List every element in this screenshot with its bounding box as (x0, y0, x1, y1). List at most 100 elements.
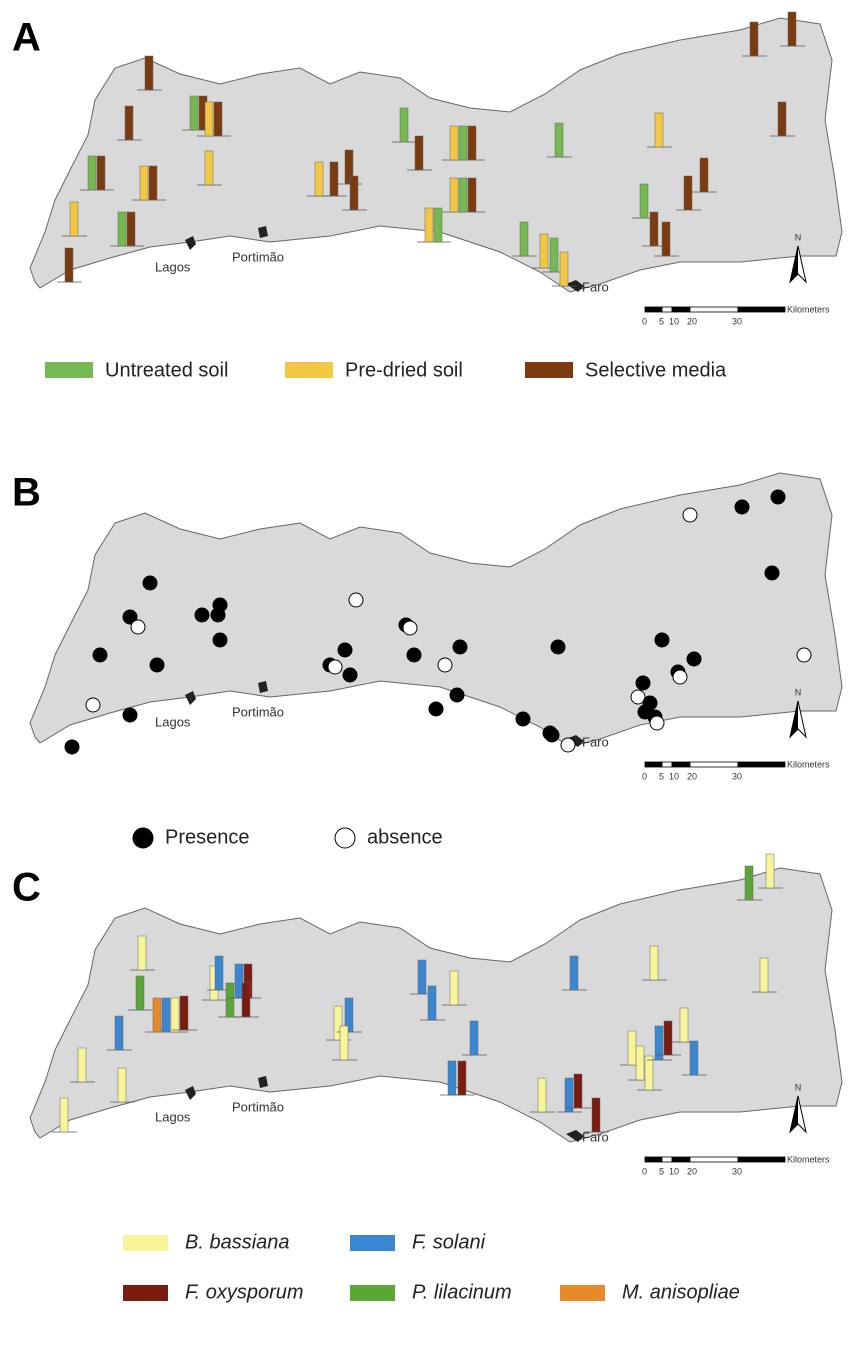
panel-label: A (12, 16, 41, 60)
site-bar (765, 853, 775, 889)
site-bar (573, 1073, 583, 1109)
site-bar (644, 1055, 654, 1091)
place-name: Faro (582, 1129, 609, 1144)
site-bar (96, 155, 106, 191)
map-panel: B Lagos Portimão Faro 0 5 10 20 30 Kilometers N Pre… (12, 471, 843, 849)
north-arrow-fill (790, 246, 798, 282)
place-name: Portimão (232, 704, 284, 719)
site-bar (417, 959, 427, 995)
place-name: Faro (582, 734, 609, 749)
site-bar (654, 1025, 664, 1061)
site-bar (433, 207, 443, 243)
scale-unit: Kilometers (787, 759, 830, 769)
site-bar (139, 165, 149, 201)
legend-swatch (560, 1285, 605, 1301)
legend-label: P. lilacinum (412, 1281, 512, 1303)
site-bar (87, 155, 97, 191)
site-bar (114, 1015, 124, 1051)
place-name: Lagos (155, 259, 191, 274)
site-bar (59, 1097, 69, 1133)
presence-dot (92, 647, 108, 663)
legend-swatch (45, 362, 93, 378)
map-panel: A Lagos Portimão Faro 0 5 10 20 30 Kilometers N Unt… (12, 11, 843, 381)
scale-segment (737, 761, 786, 768)
presence-dot (764, 565, 780, 581)
site-bar (64, 247, 74, 283)
absence-dot (682, 507, 698, 523)
scale-segment (671, 306, 691, 313)
absence-dot (630, 689, 646, 705)
legend-swatch (350, 1285, 395, 1301)
site-bar (204, 101, 214, 137)
site-bar (189, 95, 199, 131)
scale-segment (689, 761, 739, 768)
scale-tick: 30 (732, 771, 742, 781)
site-bar (135, 975, 145, 1011)
site-bar (225, 982, 235, 1018)
site-bar (349, 175, 359, 211)
scale-tick: 5 (659, 1166, 664, 1176)
legend-label: Pre-dried soil (345, 359, 463, 381)
presence-dot (635, 675, 651, 691)
place-name: Lagos (155, 714, 191, 729)
scale-unit: Kilometers (787, 1154, 830, 1164)
site-bar (204, 150, 214, 186)
site-bar (787, 11, 797, 47)
presence-dot (550, 639, 566, 655)
presence-dot (449, 687, 465, 703)
site-bar (427, 985, 437, 1021)
legend-swatch (123, 1235, 168, 1251)
site-bar (399, 107, 409, 143)
absence-dot (649, 715, 665, 731)
north-label: N (795, 687, 802, 697)
legend-label: M. anisopliae (622, 1281, 740, 1303)
site-bar (469, 1020, 479, 1056)
presence-dot (406, 647, 422, 663)
legend-label: Untreated soil (105, 359, 228, 381)
presence-dot (770, 489, 786, 505)
presence-dot (149, 657, 165, 673)
scale-tick: 20 (687, 1166, 697, 1176)
site-bar (170, 997, 180, 1033)
presence-dot (544, 727, 560, 743)
site-bar (126, 211, 136, 247)
scale-segment (661, 306, 673, 313)
presence-dot (212, 597, 228, 613)
presence-dot (654, 632, 670, 648)
absence-dot (85, 697, 101, 713)
site-bar (744, 865, 754, 901)
panel-label: C (12, 866, 41, 910)
site-bar (117, 211, 127, 247)
north-arrow-fill (790, 701, 798, 737)
site-bar (663, 1020, 673, 1056)
site-bar (591, 1097, 601, 1133)
scale-segment (644, 1156, 663, 1163)
north-label: N (795, 232, 802, 242)
place-name: Portimão (232, 1099, 284, 1114)
site-bar (314, 161, 324, 197)
presence-dot (452, 639, 468, 655)
site-bar (679, 1007, 689, 1043)
site-bar (213, 101, 223, 137)
site-bar (627, 1030, 637, 1066)
site-bar (214, 955, 224, 991)
site-bar (457, 1060, 467, 1096)
legend-swatch (285, 362, 333, 378)
legend-swatch (350, 1235, 395, 1251)
presence-dot (337, 642, 353, 658)
scale-segment (737, 1156, 786, 1163)
north-label: N (795, 1082, 802, 1092)
place-name: Portimão (232, 249, 284, 264)
north-arrow-fill (790, 1096, 798, 1132)
site-bar (654, 112, 664, 148)
absence-dot (437, 657, 453, 673)
scale-segment (661, 1156, 673, 1163)
site-bar (344, 149, 354, 185)
legend-label: F. oxysporum (185, 1281, 304, 1303)
presence-dot (734, 499, 750, 515)
absence-dot (348, 592, 364, 608)
scale-segment (689, 306, 739, 313)
site-bar (537, 1077, 547, 1113)
legend-label: absence (367, 826, 443, 848)
